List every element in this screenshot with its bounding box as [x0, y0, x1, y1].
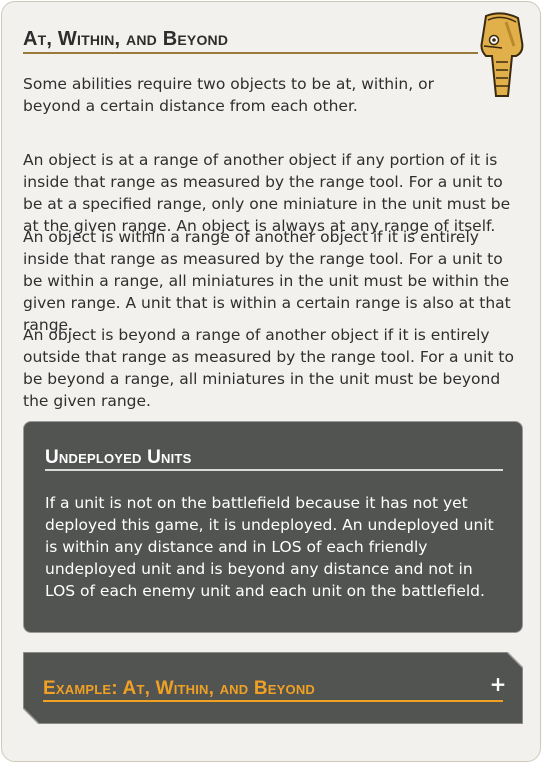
example-collapsible-panel[interactable]: Example: At, Within, and Beyond + — [23, 652, 523, 724]
title-divider — [23, 52, 478, 54]
sidebar-divider — [45, 469, 503, 471]
battle-droid-icon — [472, 12, 532, 97]
beyond-paragraph: An object is beyond a range of another o… — [23, 326, 514, 410]
sidebar-text: If a unit is not on the battlefield beca… — [45, 494, 494, 600]
intro-paragraph: Some abilities require two objects to be… — [23, 75, 434, 115]
within-paragraph: An object is within a range of another o… — [23, 228, 511, 334]
example-divider — [43, 700, 503, 702]
example-title[interactable]: Example: At, Within, and Beyond — [43, 678, 315, 699]
expand-plus-icon[interactable]: + — [489, 672, 507, 696]
at-paragraph: An object is at a range of another objec… — [23, 151, 511, 235]
section-title: At, Within, and Beyond — [23, 28, 229, 50]
undeployed-units-sidebar: Undeployed Units If a unit is not on the… — [23, 421, 523, 633]
sidebar-title: Undeployed Units — [45, 447, 192, 468]
